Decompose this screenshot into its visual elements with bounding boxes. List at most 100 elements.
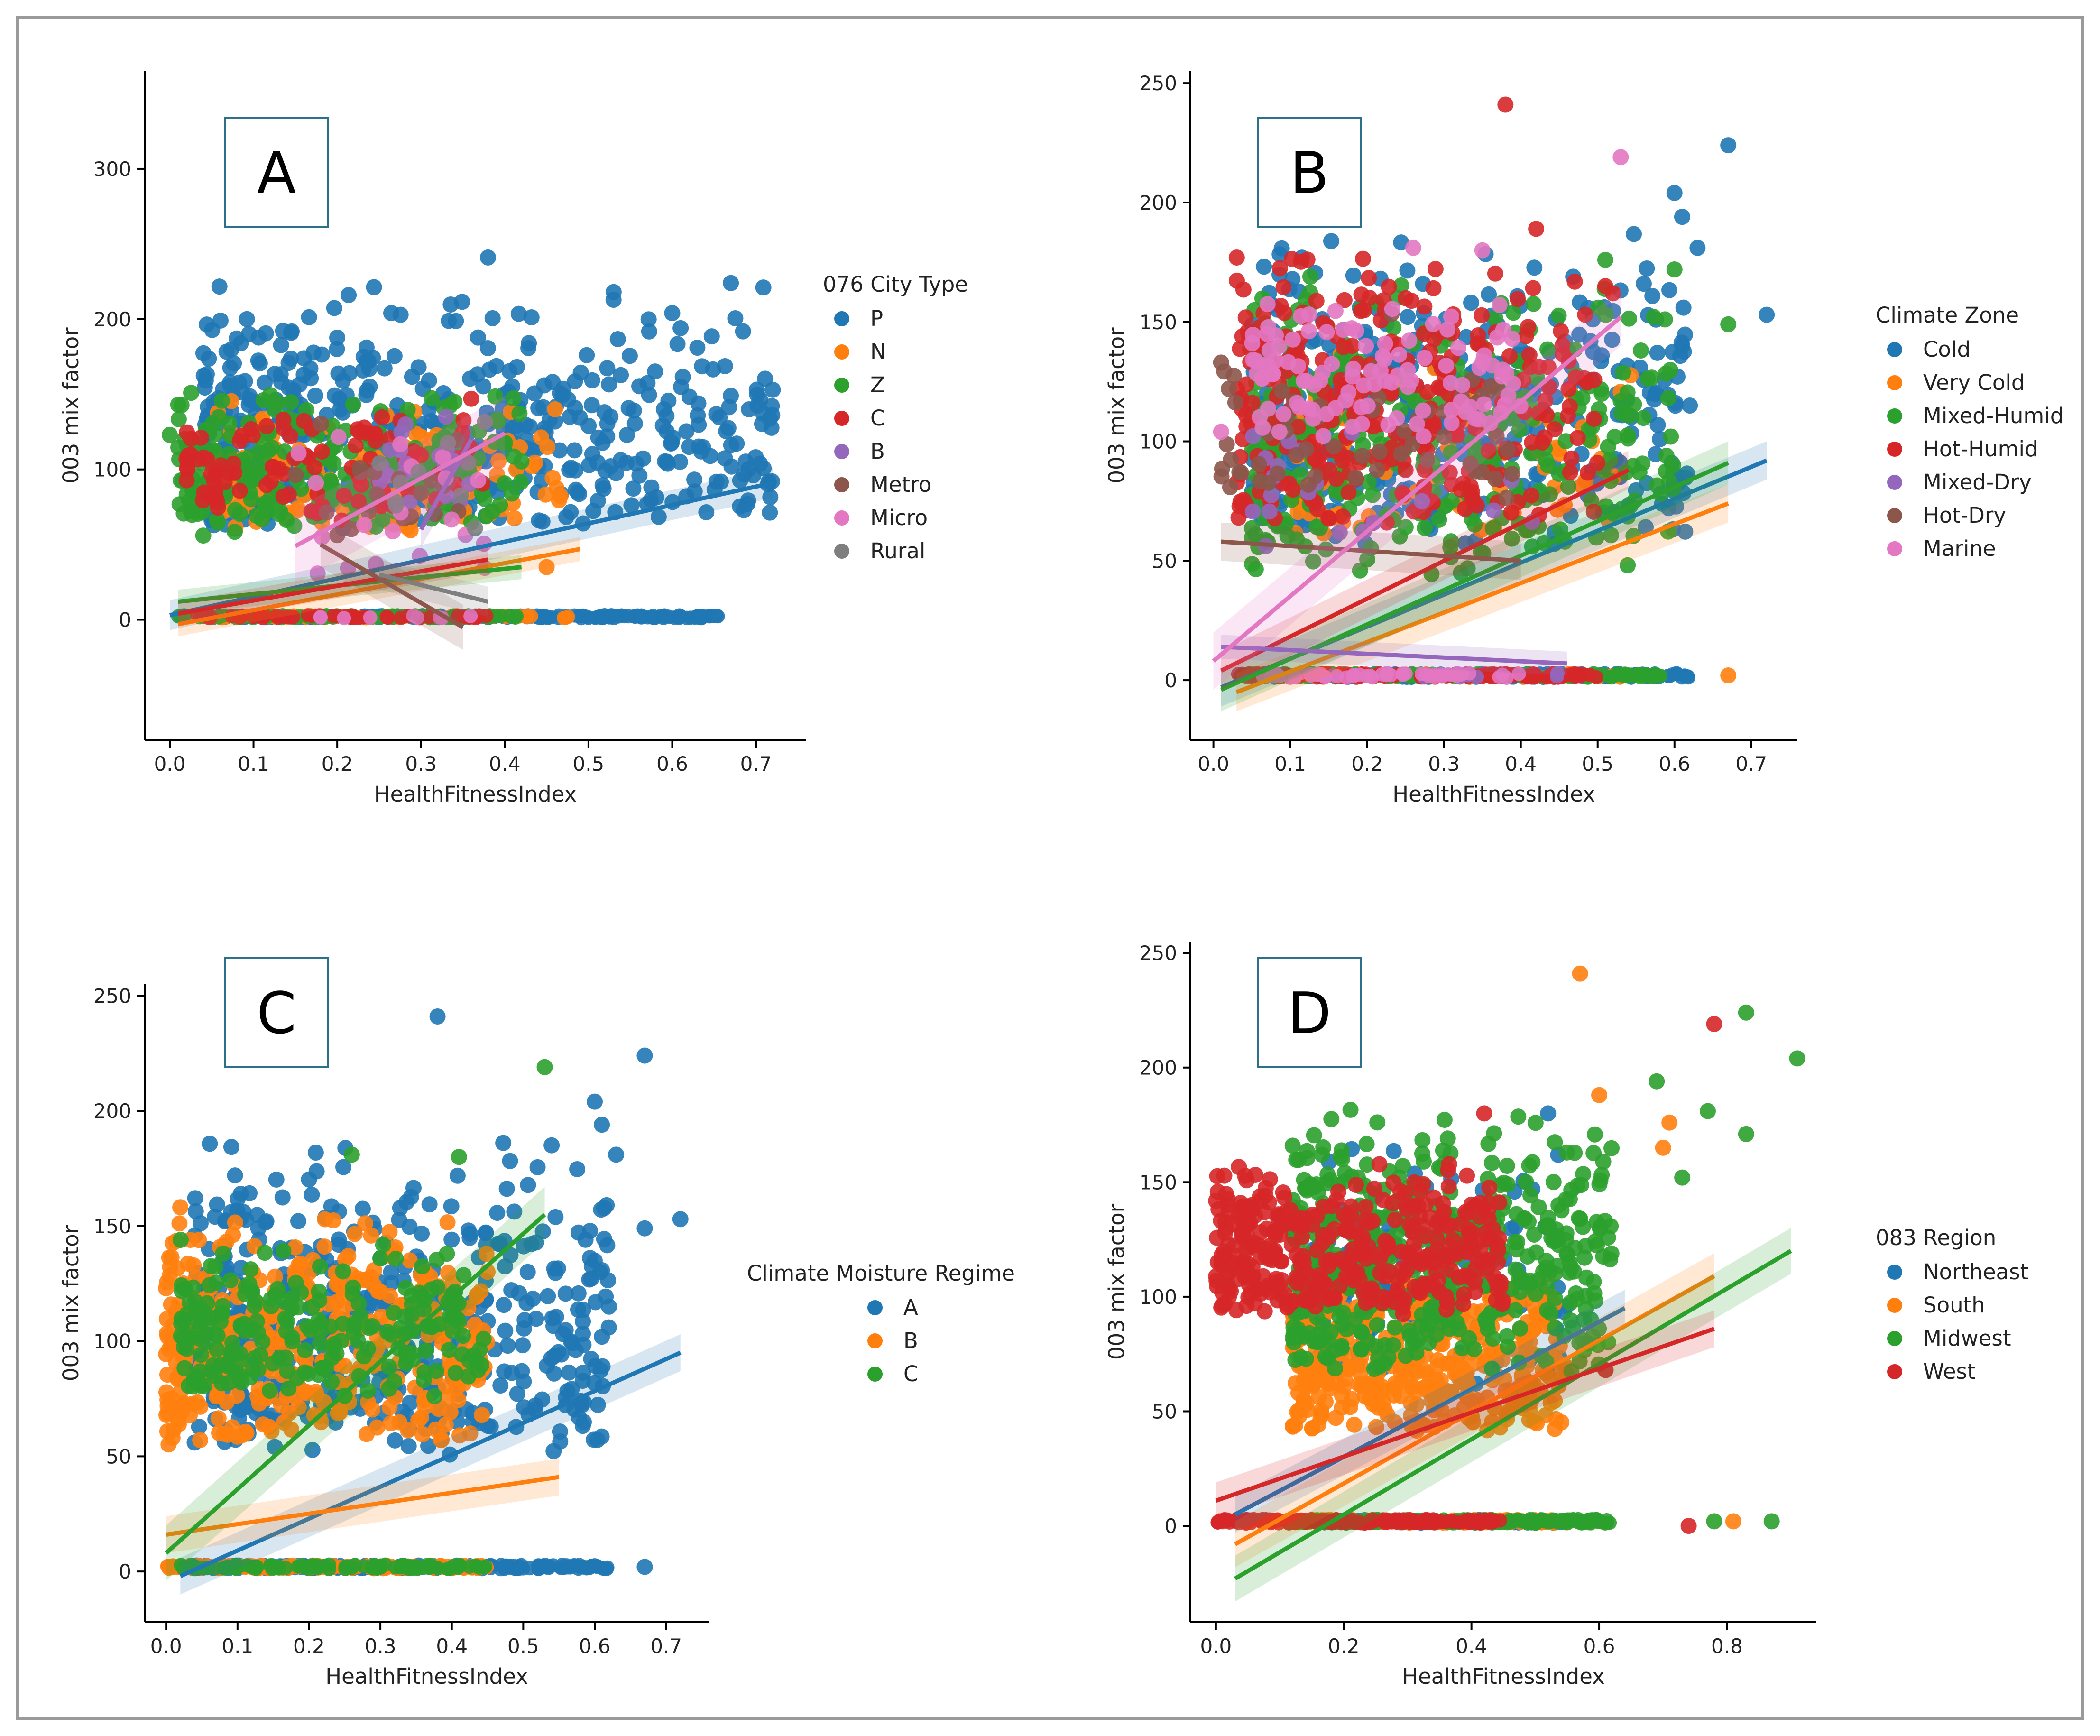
data-point — [179, 424, 195, 441]
data-point — [613, 367, 629, 383]
data-point — [1344, 419, 1361, 435]
legend-title: Climate Zone — [1876, 303, 2019, 328]
data-point — [511, 405, 528, 422]
data-point — [363, 1269, 379, 1285]
regression-line — [378, 573, 489, 604]
legend-marker — [1887, 541, 1902, 556]
x-tick-label: 0.7 — [740, 752, 772, 776]
x-tick-label: 0.5 — [1582, 752, 1613, 776]
x-axis-label: HealthFitnessIndex — [1392, 782, 1595, 807]
data-point — [1399, 262, 1416, 279]
data-point — [443, 511, 460, 528]
data-point — [470, 329, 486, 346]
data-point — [1347, 470, 1364, 486]
data-point — [524, 609, 538, 624]
data-point — [1417, 519, 1433, 536]
data-point — [1416, 350, 1433, 366]
data-point — [182, 1407, 198, 1423]
data-point — [208, 511, 225, 527]
data-point — [455, 412, 472, 428]
data-point — [1247, 561, 1264, 578]
data-point — [326, 609, 341, 623]
data-point — [1376, 351, 1393, 367]
data-point — [1662, 361, 1678, 378]
x-tick-label: 0.0 — [154, 752, 186, 776]
legend-item: Z — [834, 372, 885, 397]
data-point — [1369, 462, 1385, 478]
data-point — [552, 488, 569, 504]
data-point — [1663, 428, 1679, 445]
data-point — [159, 1392, 176, 1408]
data-point — [689, 340, 706, 356]
data-point — [755, 279, 772, 296]
x-tick-label: 0.4 — [1505, 752, 1537, 776]
data-point — [195, 449, 212, 466]
data-point — [593, 1201, 609, 1218]
data-point — [295, 367, 312, 383]
data-point — [249, 508, 265, 524]
data-point — [1415, 402, 1431, 419]
legend-label: Z — [870, 372, 885, 397]
data-point — [1361, 270, 1377, 286]
data-point — [525, 1291, 541, 1307]
data-point — [1252, 473, 1268, 489]
data-point — [267, 366, 283, 382]
data-point — [1501, 348, 1518, 364]
legend-marker — [1887, 375, 1902, 390]
data-point — [496, 1297, 512, 1313]
legend-label: N — [870, 339, 886, 364]
x-tick-label: 0.3 — [1428, 752, 1460, 776]
data-point — [1682, 397, 1698, 414]
data-point — [238, 1424, 255, 1441]
y-tick-label: 300 — [93, 157, 131, 181]
data-point — [739, 496, 755, 512]
data-point — [1639, 260, 1655, 277]
data-point — [1256, 259, 1272, 275]
data-point — [1635, 276, 1652, 292]
data-point — [317, 1211, 333, 1228]
data-point — [313, 609, 328, 624]
data-point — [487, 388, 504, 405]
regression-line — [319, 543, 464, 629]
data-point — [505, 390, 522, 406]
data-point — [306, 459, 323, 476]
legend-item: C — [834, 406, 885, 431]
data-point — [1457, 500, 1474, 517]
data-point — [221, 415, 238, 432]
data-point — [538, 1357, 555, 1374]
y-tick-label: 200 — [1139, 191, 1177, 214]
data-point — [557, 1285, 574, 1302]
data-point — [1221, 380, 1237, 397]
data-point — [1401, 332, 1418, 349]
legend-item: Very Cold — [1887, 370, 2025, 395]
data-point — [762, 410, 778, 427]
data-point — [569, 1161, 586, 1177]
data-point — [1344, 338, 1360, 354]
chart-panel-c: 0.0 0.1 0.2 0.3 0.4 0.5 0.6 0.7050100150200250H… — [58, 957, 1015, 1689]
data-point — [593, 1428, 610, 1445]
data-point — [1621, 310, 1637, 327]
data-point — [460, 454, 477, 471]
data-point — [618, 426, 635, 443]
data-point — [271, 506, 287, 522]
data-point — [561, 1364, 577, 1381]
data-point — [1681, 670, 1695, 685]
data-point — [1271, 424, 1288, 440]
data-point — [1345, 267, 1362, 284]
chart-panel-a: 0.0 0.1 0.2 0.3 0.4 0.5 0.6 0.70100200300Health… — [58, 71, 968, 807]
x-tick-label: 0.6 — [1658, 752, 1690, 776]
data-point — [1668, 498, 1685, 515]
data-point — [202, 1136, 218, 1152]
data-point — [1251, 456, 1267, 472]
data-point — [556, 610, 571, 625]
data-point — [400, 1438, 417, 1454]
data-point — [345, 396, 361, 413]
data-point — [1608, 668, 1623, 683]
data-point — [555, 1326, 571, 1342]
data-point — [385, 523, 401, 540]
panel-letter: B — [1290, 140, 1329, 206]
data-point — [312, 1258, 328, 1275]
data-point — [678, 423, 695, 440]
y-tick-label: 0 — [119, 609, 131, 632]
y-axis-label: 003 mix factor — [58, 327, 83, 484]
